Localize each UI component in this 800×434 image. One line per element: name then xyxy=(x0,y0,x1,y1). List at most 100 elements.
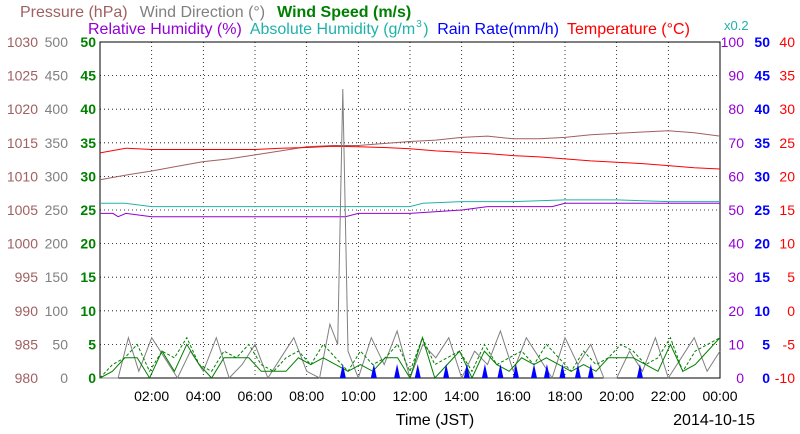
y-tick-wind_speed: 30 xyxy=(80,168,96,184)
y-tick-relative_humidity: 80 xyxy=(728,101,744,117)
y-tick-temperature: -5 xyxy=(783,336,796,352)
x-tick-label: 20:00 xyxy=(599,388,634,404)
rain-rate-bar xyxy=(463,364,470,378)
y-tick-wind_direction: 0 xyxy=(60,370,68,386)
y-tick-rain_rate: 25 xyxy=(754,202,770,218)
y-tick-pressure: 1005 xyxy=(7,202,38,218)
y-tick-wind_direction: 350 xyxy=(45,135,69,151)
x-tick-label: 14:00 xyxy=(444,388,479,404)
chart-date: 2014-10-15 xyxy=(673,412,755,429)
y-tick-wind_direction: 450 xyxy=(45,68,69,84)
y-tick-wind_direction: 400 xyxy=(45,101,69,117)
y-tick-relative_humidity: 10 xyxy=(728,336,744,352)
y-tick-wind_speed: 50 xyxy=(80,34,96,50)
y-tick-relative_humidity: 90 xyxy=(728,68,744,84)
y-tick-pressure: 990 xyxy=(15,303,39,319)
y-tick-relative_humidity: 40 xyxy=(728,236,744,252)
y-tick-wind_direction: 200 xyxy=(45,236,69,252)
y-tick-temperature: 0 xyxy=(787,303,795,319)
y-tick-relative_humidity: 70 xyxy=(728,135,744,151)
legend-temperature: Temperature (°C) xyxy=(567,21,690,38)
x-tick-label: 18:00 xyxy=(547,388,582,404)
y-tick-temperature: -10 xyxy=(775,370,795,386)
y-tick-rain_rate: 20 xyxy=(754,236,770,252)
rain-rate-bar xyxy=(481,364,488,378)
y-tick-pressure: 980 xyxy=(15,370,39,386)
y-tick-rain_rate: 10 xyxy=(754,303,770,319)
series-line-temperature xyxy=(99,145,721,170)
y-tick-pressure: 1010 xyxy=(7,168,38,184)
y-tick-temperature: 35 xyxy=(779,68,795,84)
y-tick-relative_humidity: 50 xyxy=(728,202,744,218)
y-tick-wind_speed: 35 xyxy=(80,135,96,151)
x-tick-label: 12:00 xyxy=(392,388,427,404)
legend-absolute_humidity: Absolute Humidity (g/m xyxy=(250,21,415,38)
x-axis-title: Time (JST) xyxy=(396,412,475,429)
y-tick-relative_humidity: 60 xyxy=(728,168,744,184)
x-tick-label: 06:00 xyxy=(237,388,272,404)
x-tick-label: 02:00 xyxy=(134,388,169,404)
legend-wind_direction: Wind Direction (°) xyxy=(140,4,266,21)
y-tick-wind_speed: 25 xyxy=(80,202,96,218)
legend-abs-humidity-close: ) xyxy=(423,21,428,38)
legend-pressure: Pressure (hPa) xyxy=(20,4,128,21)
y-tick-pressure: 985 xyxy=(15,336,39,352)
rain-rate-bar xyxy=(636,364,643,378)
rain-rate-bar xyxy=(339,364,346,378)
x-tick-label: 16:00 xyxy=(496,388,531,404)
x-tick-label: 04:00 xyxy=(186,388,221,404)
y-tick-wind_direction: 100 xyxy=(45,303,69,319)
y-tick-relative_humidity: 100 xyxy=(721,34,745,50)
legend: Pressure (hPa) Wind Direction (°) Wind Spe… xyxy=(20,4,749,38)
y-tick-temperature: 40 xyxy=(779,34,795,50)
y-tick-temperature: 10 xyxy=(779,236,795,252)
rain-rate-bar xyxy=(443,364,450,378)
y-tick-rain_rate: 30 xyxy=(754,168,770,184)
y-tick-wind_speed: 20 xyxy=(80,236,96,252)
legend-abs-humidity-multiplier: x0.2 xyxy=(724,18,749,33)
y-tick-pressure: 995 xyxy=(15,269,39,285)
y-tick-wind_speed: 40 xyxy=(80,101,96,117)
rain-rate-bar xyxy=(497,364,504,378)
y-tick-wind_direction: 250 xyxy=(45,202,69,218)
y-tick-rain_rate: 50 xyxy=(754,34,770,50)
y-tick-rain_rate: 15 xyxy=(754,269,770,285)
y-tick-relative_humidity: 30 xyxy=(728,269,744,285)
rain-rate-bar xyxy=(512,364,519,378)
y-tick-temperature: 5 xyxy=(787,269,795,285)
y-tick-wind_direction: 500 xyxy=(45,34,69,50)
x-tick-label: 08:00 xyxy=(289,388,324,404)
series-line-wind-speed-gust xyxy=(99,336,721,379)
legend-wind_speed: Wind Speed (m/s) xyxy=(277,4,411,21)
rain-rate-bar xyxy=(559,364,566,378)
y-tick-temperature: 20 xyxy=(779,168,795,184)
legend-relative_humidity: Relative Humidity (%) xyxy=(88,21,242,38)
rain-rate-bar xyxy=(370,364,377,378)
rain-rate-bar xyxy=(574,364,581,378)
legend-rain_rate: Rain Rate(mm/h) xyxy=(437,21,559,38)
y-tick-rain_rate: 5 xyxy=(762,336,770,352)
series-line-pressure xyxy=(99,130,721,181)
series-line-absolute_humidity xyxy=(100,199,720,208)
rain-rate-bar xyxy=(587,364,594,378)
y-tick-wind_speed: 15 xyxy=(80,269,96,285)
y-tick-relative_humidity: 0 xyxy=(736,370,744,386)
y-tick-wind_direction: 50 xyxy=(52,336,68,352)
y-tick-temperature: 30 xyxy=(779,101,795,117)
series-line-wind_direction xyxy=(100,88,721,380)
y-tick-rain_rate: 35 xyxy=(754,135,770,151)
y-tick-pressure: 1025 xyxy=(7,68,38,84)
y-tick-temperature: 25 xyxy=(779,135,795,151)
y-tick-relative_humidity: 20 xyxy=(728,303,744,319)
x-axis: 02:00 04:00 06:00 08:00 10:00 12:00 14:00 16:00… xyxy=(134,388,755,429)
y-tick-wind_speed: 10 xyxy=(80,303,96,319)
legend-abs-humidity-superscript: 3 xyxy=(416,19,422,30)
axis-tick-labels: 1030102510201015101010051000995990985980… xyxy=(7,34,795,386)
y-tick-wind_direction: 300 xyxy=(45,168,69,184)
y-tick-rain_rate: 45 xyxy=(754,68,770,84)
rain-rate-bar xyxy=(543,364,550,378)
plot-area xyxy=(99,41,721,380)
y-tick-temperature: 15 xyxy=(779,202,795,218)
series-line-relative_humidity xyxy=(100,202,720,218)
